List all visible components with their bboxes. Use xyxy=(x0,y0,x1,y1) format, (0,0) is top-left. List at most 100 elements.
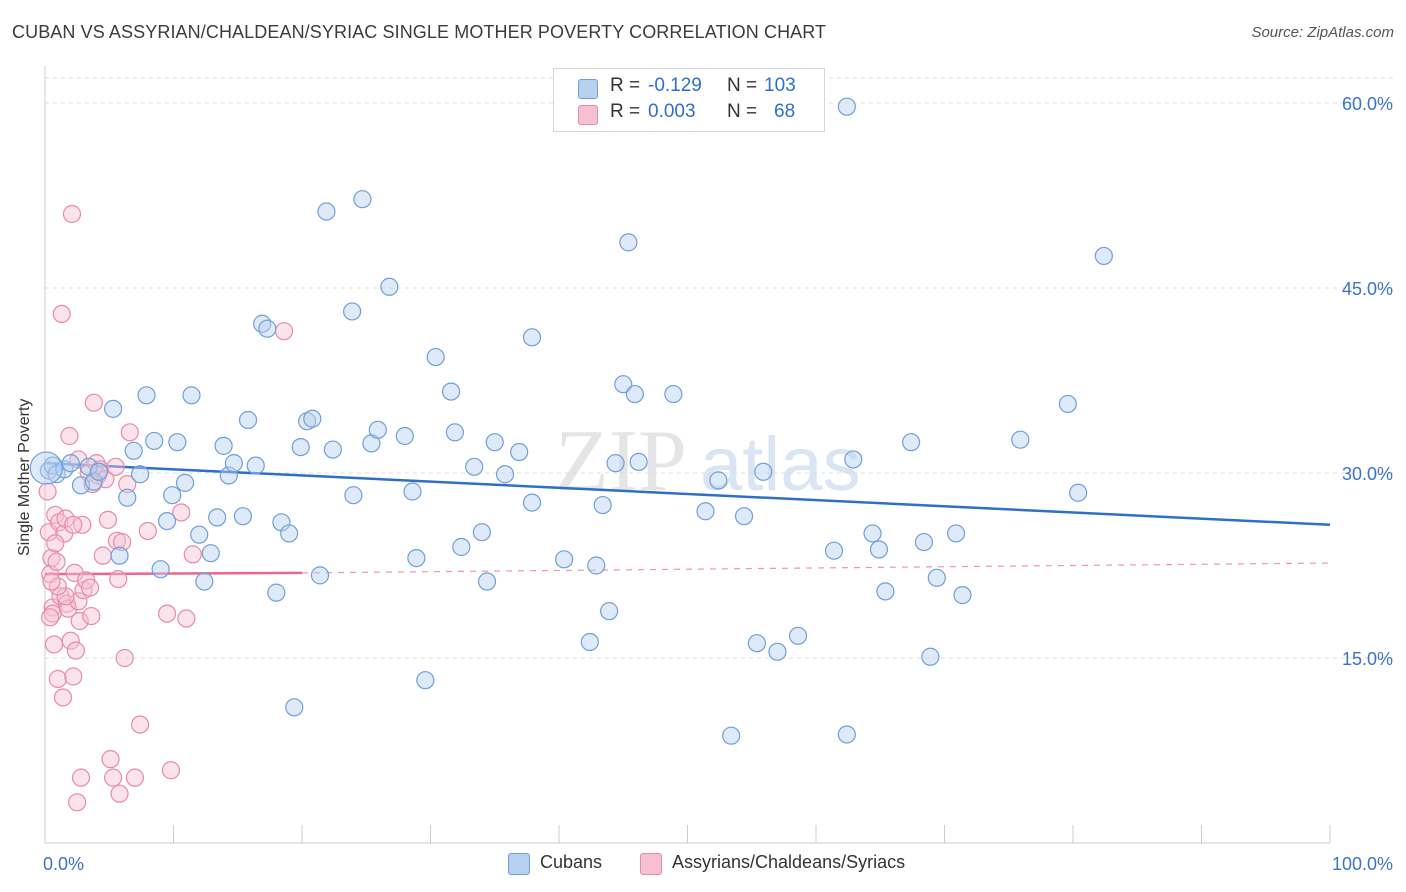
assyrian-point xyxy=(56,587,75,606)
cuban-point xyxy=(201,544,220,563)
cuban-point xyxy=(837,725,856,744)
bottom-swatch-pink xyxy=(640,853,662,875)
cuban-point xyxy=(89,462,109,481)
assyrian-point xyxy=(274,322,294,341)
cuban-point xyxy=(1094,246,1113,266)
cuban-point xyxy=(253,314,272,333)
cuban-point xyxy=(921,647,940,666)
cuban-point xyxy=(84,472,103,491)
assyrian-point xyxy=(104,768,123,787)
cuban-point xyxy=(137,386,156,405)
cuban-point xyxy=(124,441,143,460)
cuban-point xyxy=(452,537,471,557)
assyrian-point xyxy=(82,606,101,626)
assyrian-point xyxy=(52,304,71,323)
x-tick-label: 100.0% xyxy=(1332,854,1393,874)
cuban-point xyxy=(168,433,187,452)
cuban-point xyxy=(914,532,934,552)
cuban-point xyxy=(625,384,644,404)
legend-r-label: R = xyxy=(610,75,641,96)
y-tick-label: 30.0% xyxy=(1342,464,1393,484)
cuban-point xyxy=(593,495,612,515)
assyrian-point xyxy=(157,604,177,623)
assyrian-point xyxy=(64,667,83,686)
cuban-point xyxy=(182,386,201,405)
cuban-point xyxy=(403,482,422,501)
cuban-point xyxy=(208,508,227,527)
cuban-point xyxy=(190,525,209,544)
legend-n-value: 68 xyxy=(774,101,796,122)
cuban-point xyxy=(29,451,63,485)
cuban-point xyxy=(869,540,889,559)
cuban-point xyxy=(522,328,542,347)
cuban-point xyxy=(953,585,972,605)
cuban-point xyxy=(441,382,461,401)
bottom-legend-label: Assyrians/Chaldeans/Syriacs xyxy=(672,852,906,872)
watermark-atlas: atlas xyxy=(700,422,861,507)
blue-points-layer xyxy=(29,97,1113,745)
cuban-point xyxy=(614,375,633,394)
assyrian-point xyxy=(93,546,112,565)
y-tick-label: 60.0% xyxy=(1342,94,1393,114)
assyrian-point xyxy=(66,641,85,660)
cuban-point xyxy=(863,524,882,543)
assyrian-point xyxy=(120,423,139,442)
cuban-point xyxy=(768,642,787,661)
grid-layer xyxy=(45,77,1395,659)
cuban-point xyxy=(664,384,683,404)
cuban-point xyxy=(587,556,606,575)
assyrian-point xyxy=(53,688,73,707)
assyrian-point xyxy=(46,534,65,553)
assyrian-point xyxy=(98,510,118,529)
assyrian-point xyxy=(109,569,128,589)
cuban-point xyxy=(110,546,129,565)
x-tick-label: 0.0% xyxy=(43,854,84,874)
cuban-point xyxy=(416,671,435,690)
assyrian-point xyxy=(61,631,80,650)
cuban-point xyxy=(395,426,414,446)
cuban-point xyxy=(606,454,625,473)
assyrian-point xyxy=(80,578,100,597)
cuban-point xyxy=(788,626,808,645)
cuban-point xyxy=(157,511,177,531)
cuban-point xyxy=(844,450,863,469)
chart-title: CUBAN VS ASSYRIAN/CHALDEAN/SYRIAC SINGLE… xyxy=(12,22,827,42)
legend-r-value: -0.129 xyxy=(648,75,702,96)
cuban-point xyxy=(600,602,619,621)
cuban-point xyxy=(291,438,310,457)
cuban-point xyxy=(130,465,150,484)
cuban-point xyxy=(61,454,80,473)
cuban-point xyxy=(472,523,491,542)
cuban-point xyxy=(722,726,741,745)
cuban-point xyxy=(734,507,754,526)
assyrian-point xyxy=(101,750,120,769)
assyrian-point xyxy=(118,475,137,494)
cuban-point xyxy=(104,399,123,418)
assyrian-point xyxy=(38,482,57,501)
cuban-point xyxy=(629,452,648,471)
axis-layer: 15.0% 30.0% 45.0% 60.0% 0.0% 100.0% xyxy=(43,66,1393,874)
cuban-point xyxy=(477,572,497,591)
cuban-point xyxy=(824,541,844,560)
assyrian-point xyxy=(130,715,150,734)
cuban-point xyxy=(224,454,243,473)
assyrian-point xyxy=(60,426,79,446)
cuban-point xyxy=(163,486,182,505)
cuban-point xyxy=(246,456,265,475)
assyrian-point xyxy=(41,608,60,627)
cuban-point xyxy=(285,698,304,717)
assyrian-point xyxy=(64,515,83,534)
cuban-point xyxy=(118,488,137,507)
cuban-point xyxy=(619,233,638,252)
cuban-point xyxy=(522,493,542,512)
cuban-point xyxy=(709,471,728,490)
cuban-point xyxy=(426,347,445,367)
cuban-point xyxy=(344,486,363,505)
assyrian-point xyxy=(177,609,196,628)
assyrian-point xyxy=(62,204,82,224)
cuban-point xyxy=(233,507,252,526)
cuban-point xyxy=(323,440,342,459)
bottom-swatch-blue xyxy=(508,853,530,875)
cuban-point xyxy=(368,420,387,439)
